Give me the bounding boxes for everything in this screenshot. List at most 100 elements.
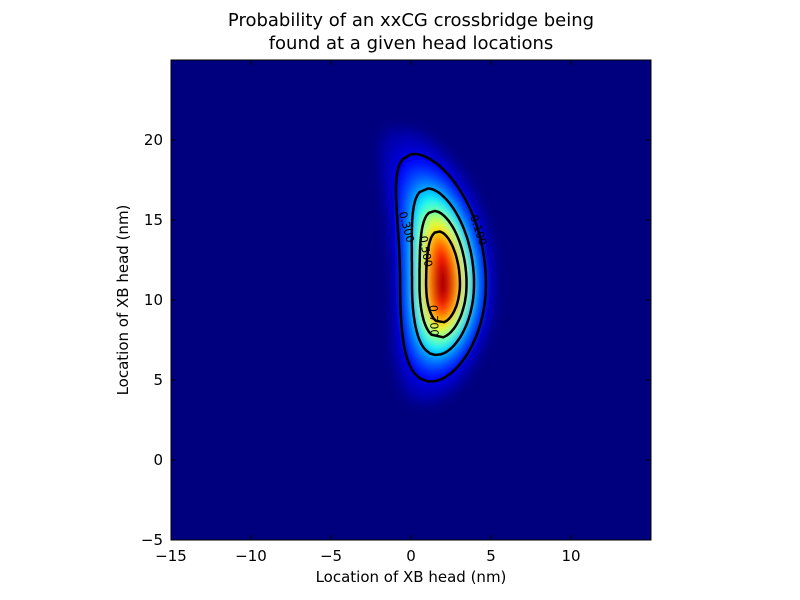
heat-cell	[387, 164, 392, 169]
heat-cell	[487, 328, 492, 333]
heat-cell	[399, 200, 404, 205]
heat-cell	[419, 316, 424, 321]
heat-cell	[415, 196, 420, 201]
heat-cell	[451, 256, 456, 261]
heat-cell	[475, 240, 480, 245]
heat-cell	[447, 368, 452, 373]
heat-cell	[427, 364, 432, 369]
heat-cell	[423, 376, 428, 381]
heat-cell	[431, 336, 436, 341]
heat-cell	[439, 324, 444, 329]
heat-cell	[419, 136, 424, 141]
heat-cell	[387, 244, 392, 249]
heat-cell	[483, 320, 488, 325]
heat-cell	[419, 204, 424, 209]
heat-cell	[439, 256, 444, 261]
heat-cell	[459, 172, 464, 177]
heat-cell	[383, 148, 388, 153]
heat-cell	[487, 276, 492, 281]
heat-cell	[435, 240, 440, 245]
heat-cell	[455, 280, 460, 285]
heat-cell	[403, 380, 408, 385]
heat-cell	[439, 180, 444, 185]
heat-cell	[467, 224, 472, 229]
heat-cell	[431, 164, 436, 169]
heat-cell	[399, 376, 404, 381]
heat-cell	[411, 324, 416, 329]
heat-cell	[455, 252, 460, 257]
heat-cell	[455, 372, 460, 377]
heat-cell	[439, 176, 444, 181]
heat-cell	[403, 144, 408, 149]
heat-cell	[419, 292, 424, 297]
heat-cell	[479, 288, 484, 293]
heat-cell	[411, 128, 416, 133]
heat-cell	[423, 356, 428, 361]
heat-cell	[487, 324, 492, 329]
heat-cell	[475, 196, 480, 201]
heat-cell	[419, 368, 424, 373]
heat-cell	[427, 220, 432, 225]
heat-cell	[383, 208, 388, 213]
heat-cell	[395, 308, 400, 313]
heat-cell	[475, 292, 480, 297]
heat-cell	[419, 176, 424, 181]
heat-cell	[387, 192, 392, 197]
heat-cell	[435, 212, 440, 217]
heat-cell	[443, 388, 448, 393]
heat-cell	[391, 220, 396, 225]
heat-cell	[443, 180, 448, 185]
heat-cell	[391, 224, 396, 229]
heat-cell	[467, 184, 472, 189]
heat-cell	[427, 148, 432, 153]
heat-cell	[463, 176, 468, 181]
heat-cell	[443, 328, 448, 333]
heat-cell	[415, 260, 420, 265]
heat-cell	[411, 180, 416, 185]
heat-cell	[467, 340, 472, 345]
heat-cell	[447, 312, 452, 317]
heat-cell	[471, 240, 476, 245]
heat-cell	[403, 196, 408, 201]
heat-cell	[455, 248, 460, 253]
heat-cell	[391, 216, 396, 221]
heat-cell	[427, 216, 432, 221]
heat-cell	[419, 156, 424, 161]
y-tick-label: 0	[153, 451, 163, 469]
heat-cell	[483, 236, 488, 241]
heat-cell	[431, 200, 436, 205]
heat-cell	[491, 300, 496, 305]
heat-cell	[451, 284, 456, 289]
heat-cell	[407, 228, 412, 233]
heat-cell	[447, 268, 452, 273]
heat-cell	[447, 388, 452, 393]
heat-cell	[439, 236, 444, 241]
heat-cell	[399, 236, 404, 241]
heat-cell	[419, 360, 424, 365]
heat-cell	[447, 248, 452, 253]
heat-cell	[463, 316, 468, 321]
heat-cell	[479, 268, 484, 273]
heat-cell	[431, 320, 436, 325]
heat-cell	[419, 276, 424, 281]
heat-cell	[483, 340, 488, 345]
heat-cell	[471, 228, 476, 233]
heat-cell	[403, 308, 408, 313]
heat-cell	[475, 248, 480, 253]
heat-cell	[411, 176, 416, 181]
heat-cell	[407, 156, 412, 161]
heat-cell	[403, 388, 408, 393]
heat-cell	[407, 192, 412, 197]
heat-cell	[411, 164, 416, 169]
heat-cell	[415, 372, 420, 377]
heat-cell	[435, 328, 440, 333]
heat-cell	[391, 316, 396, 321]
heat-cell	[423, 396, 428, 401]
heat-cell	[443, 340, 448, 345]
heat-cell	[403, 320, 408, 325]
heat-cell	[403, 256, 408, 261]
heat-cell	[471, 188, 476, 193]
heat-cell	[391, 260, 396, 265]
heat-cell	[439, 232, 444, 237]
heat-cell	[419, 216, 424, 221]
